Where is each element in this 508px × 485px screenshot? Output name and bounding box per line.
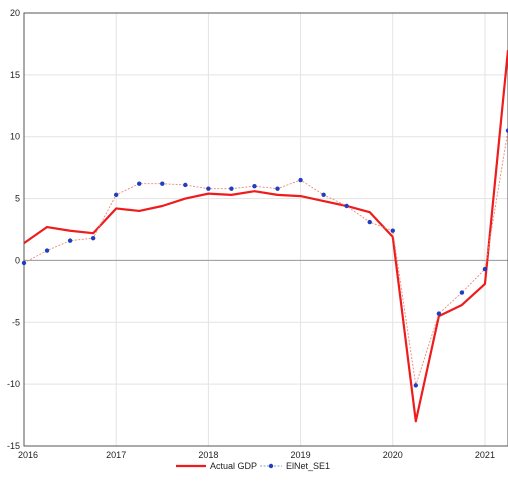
- data-point-1-12: [298, 177, 303, 183]
- data-point-1-2: [67, 238, 73, 243]
- data-point-1-10: [252, 184, 257, 189]
- legend-marker-elnet-se1: [268, 463, 274, 469]
- y-tick-label: 5: [15, 194, 20, 204]
- y-tick-label: -15: [7, 441, 20, 451]
- data-point-1-0: [21, 260, 27, 266]
- data-point-1-13: [321, 192, 326, 198]
- legend: Actual GDP ElNet_SE1: [176, 461, 330, 471]
- x-axis-tick-labels: 2016 2017 2018 2019 2020 2021: [18, 450, 495, 460]
- plot-frame: [23, 12, 508, 447]
- y-tick-label: 20: [10, 8, 20, 18]
- series-line-1: [23, 130, 508, 386]
- x-tick-label: 2021: [475, 450, 495, 460]
- x-tick-label: 2016: [18, 450, 38, 460]
- data-point-1-5: [137, 181, 142, 186]
- data-point-1-7: [183, 182, 188, 188]
- y-axis-tick-labels: 20 15 10 5 0 -5 -10 -15: [7, 8, 20, 451]
- legend-label-actual-gdp: Actual GDP: [210, 461, 257, 471]
- x-tick-label: 2018: [198, 450, 218, 460]
- series-group: [21, 50, 508, 423]
- data-point-1-17: [413, 383, 419, 388]
- data-point-1-14: [344, 203, 349, 209]
- data-point-1-9: [229, 186, 234, 191]
- data-point-1-8: [206, 186, 211, 191]
- data-point-1-16: [390, 228, 395, 233]
- series-line-0: [23, 50, 508, 423]
- x-tick-label: 2017: [106, 450, 126, 460]
- x-tick-label: 2019: [291, 450, 311, 460]
- data-point-1-15: [367, 219, 372, 225]
- data-point-1-21: [505, 128, 508, 133]
- data-point-1-11: [275, 186, 280, 191]
- y-tick-label: -10: [7, 379, 20, 389]
- data-point-1-4: [113, 192, 119, 198]
- data-point-1-6: [160, 181, 165, 186]
- y-tick-label: -5: [12, 317, 20, 327]
- x-tick-label: 2020: [383, 450, 403, 460]
- y-tick-label: 10: [10, 132, 20, 142]
- data-point-1-1: [44, 248, 50, 253]
- data-point-1-3: [90, 235, 96, 241]
- data-point-1-18: [436, 311, 442, 316]
- data-point-1-19: [459, 290, 465, 295]
- legend-label-elnet-se1: ElNet_SE1: [286, 461, 330, 471]
- data-point-1-20: [482, 266, 488, 272]
- y-tick-label: 0: [15, 255, 20, 265]
- y-tick-label: 15: [10, 70, 20, 80]
